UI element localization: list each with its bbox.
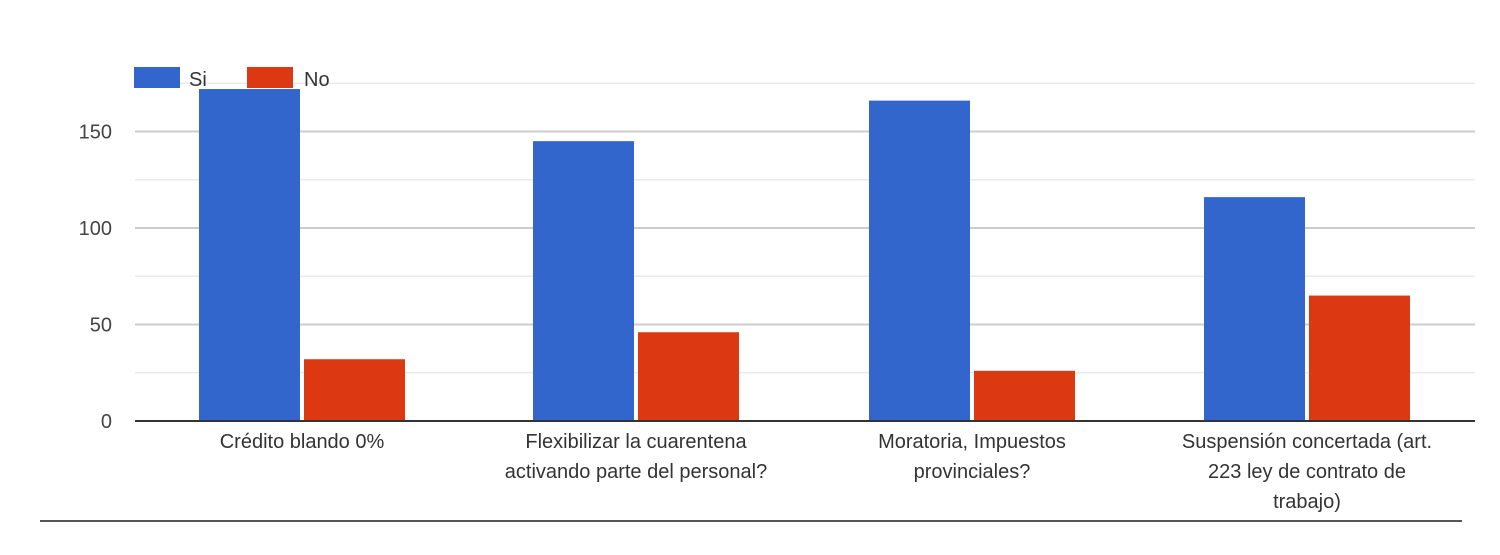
bar-no-2 <box>638 332 739 421</box>
x-category-label: Flexibilizar la cuarentena activando part… <box>505 431 767 483</box>
y-tick-label: 150 <box>79 122 112 144</box>
bar-si-2 <box>533 141 634 421</box>
x-category-label-line: trabajo) <box>1273 491 1341 513</box>
x-axis-category-labels: Crédito blando 0% Flexibilizar la cuarent… <box>220 431 1432 513</box>
y-tick-label: 100 <box>79 218 112 240</box>
y-tick-label: 0 <box>101 411 112 433</box>
x-category-label-line: provinciales? <box>914 461 1031 483</box>
x-category-label-line: Suspensión concertada (art. <box>1182 431 1432 453</box>
gridlines <box>135 82 1475 374</box>
bar-si-1 <box>199 89 300 421</box>
x-category-label-line: activando parte del personal? <box>505 461 767 483</box>
y-tick-label: 50 <box>90 315 112 337</box>
bar-no-1 <box>304 359 405 421</box>
x-category-label-line: 223 ley de contrato de <box>1208 461 1406 483</box>
legend-label-no: No <box>304 69 330 91</box>
bar-si-3 <box>869 100 970 422</box>
bar-no-3 <box>974 370 1075 421</box>
x-category-label: Suspensión concertada (art. 223 ley de co… <box>1182 431 1432 513</box>
y-axis-ticks: 0 50 100 150 <box>79 122 112 434</box>
x-category-label: Moratoria, Impuestos provinciales? <box>878 431 1066 483</box>
x-category-label: Crédito blando 0% <box>220 431 385 453</box>
legend-label-si: Si <box>189 69 207 91</box>
x-category-label-line: Flexibilizar la cuarentena <box>525 431 747 453</box>
bar-si-4 <box>1204 197 1305 421</box>
legend: Si No <box>134 67 330 91</box>
legend-swatch-no <box>247 67 293 88</box>
x-category-label-line: Crédito blando 0% <box>220 431 385 453</box>
bar-no-4 <box>1309 295 1410 421</box>
x-category-label-line: Moratoria, Impuestos <box>878 431 1066 453</box>
legend-swatch-si <box>134 67 180 88</box>
bars <box>199 89 1410 422</box>
